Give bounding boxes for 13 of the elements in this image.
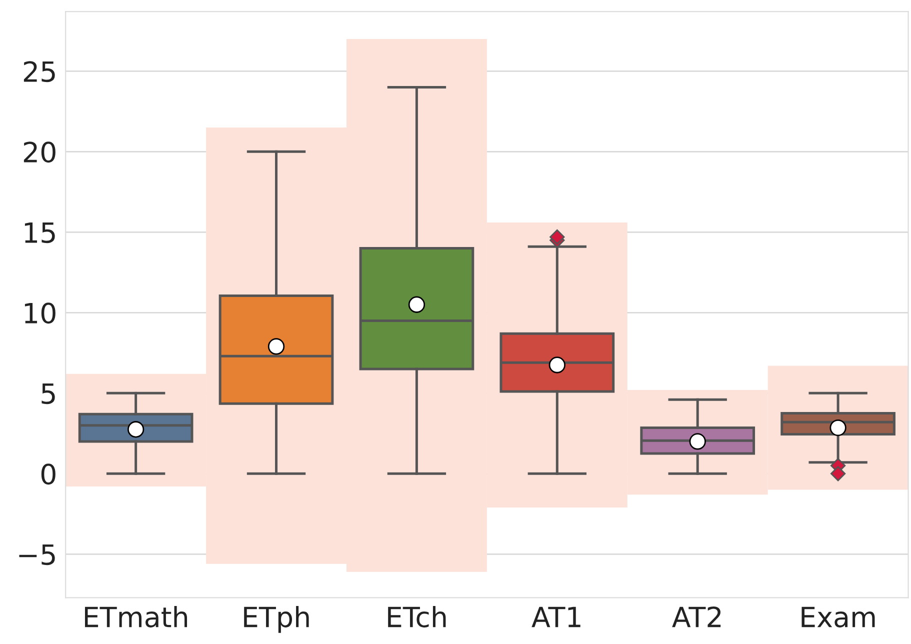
x-tick-label: Exam [802, 606, 875, 628]
y-tick-label: 25 [24, 61, 55, 82]
y-tick-label: 5 [42, 383, 55, 404]
x-tick-label: ETmath [84, 606, 188, 628]
x-tick-label: AT1 [532, 606, 580, 628]
x-tick-label: AT2 [672, 606, 721, 628]
y-tick-label: −5 [19, 544, 55, 566]
y-tick-label: 10 [24, 302, 56, 324]
x-tick-label: ETch [388, 606, 446, 628]
y-tick-label: 15 [24, 222, 55, 244]
x-tick-label: ETph [244, 606, 309, 633]
y-tick-label: 0 [41, 464, 56, 485]
y-tick-label: 20 [24, 142, 56, 163]
